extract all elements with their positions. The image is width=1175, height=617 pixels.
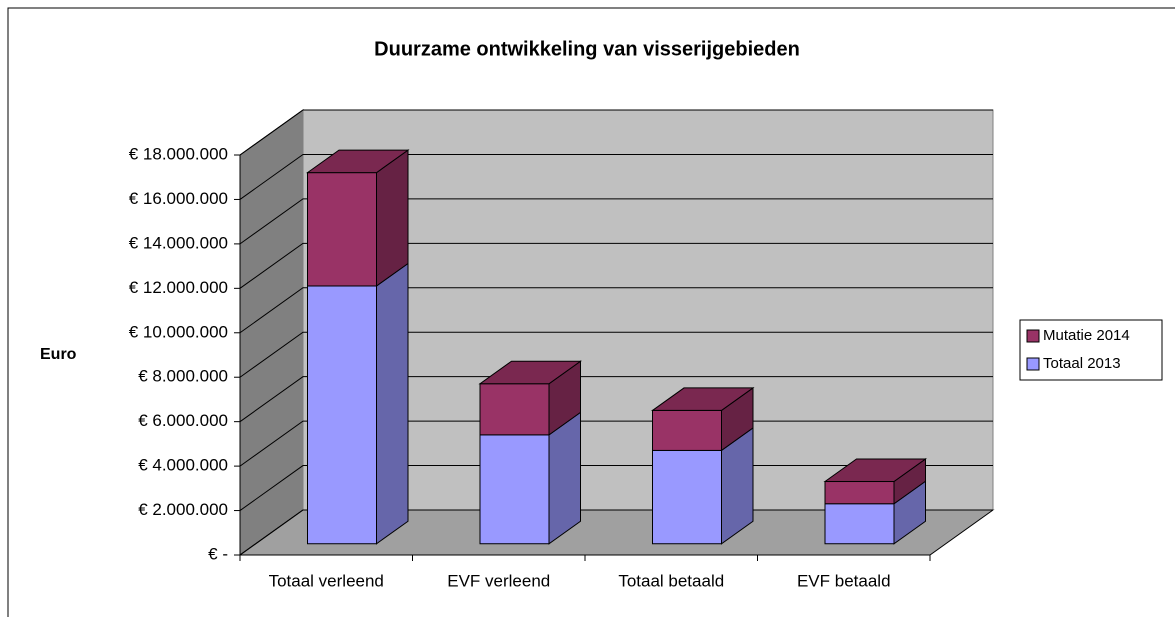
y-tick-label: € 16.000.000 (129, 189, 228, 208)
bar-front (824, 481, 895, 505)
bar-front (479, 383, 550, 436)
x-tick-label: Totaal betaald (618, 571, 724, 590)
bar-top (305, 149, 410, 174)
legend (1019, 319, 1163, 381)
x-tick-label: EVF betaald (797, 571, 891, 590)
x-tick-label: Totaal verleend (269, 571, 384, 590)
x-tick-label: EVF verleend (447, 571, 550, 590)
grid-line (239, 509, 993, 556)
bar-top (650, 387, 755, 411)
y-tick-label: € 18.000.000 (129, 144, 228, 163)
y-tick-label: € 10.000.000 (129, 322, 228, 341)
bar-top (823, 458, 928, 483)
bar-front (824, 503, 895, 545)
bar-top (478, 360, 583, 385)
grid-line (239, 420, 993, 467)
grid-line (239, 331, 993, 378)
legend-label: Totaal 2013 (1043, 355, 1121, 372)
legend-label: Mutatie 2014 (1043, 327, 1130, 344)
frame (7, 7, 1175, 617)
bar-front (652, 409, 722, 451)
grid-line (239, 198, 993, 245)
y-tick-label: € 14.000.000 (129, 233, 228, 252)
grid-line (239, 376, 993, 423)
grid-line (239, 242, 993, 289)
bar-front (307, 172, 377, 287)
bar-front (307, 285, 377, 545)
y-tick-label: € 12.000.000 (129, 278, 228, 297)
y-tick-label: € 6.000.000 (138, 411, 228, 430)
bar-front (479, 434, 550, 545)
grid-line (239, 109, 993, 156)
bar-front (652, 449, 722, 545)
legend-swatch (1026, 357, 1040, 371)
grid-line (239, 287, 993, 334)
legend-swatch (1026, 329, 1040, 343)
bar-side (376, 262, 409, 545)
chart-title: Duurzame ontwikkeling van visserijgebied… (374, 38, 800, 60)
y-axis-label: Euro (40, 346, 77, 363)
grid-line (239, 153, 993, 200)
y-tick-label: € 2.000.000 (138, 500, 228, 519)
grid-line (239, 465, 993, 511)
y-tick-label: € 4.000.000 (138, 456, 228, 475)
y-tick-label: € 8.000.000 (138, 367, 228, 386)
bar-side (376, 149, 409, 287)
y-tick-label: € - (208, 544, 228, 563)
